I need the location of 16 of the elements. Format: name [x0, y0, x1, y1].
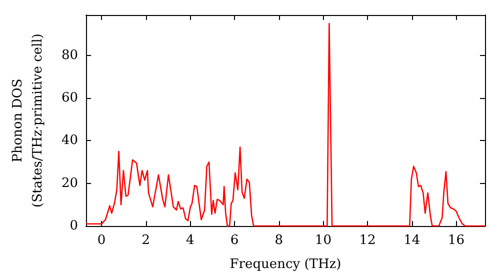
x-tick-label: 4	[186, 233, 194, 248]
x-axis-title: Frequency (THz)	[230, 257, 342, 272]
x-tick-label: 2	[142, 233, 150, 248]
x-tick-label: 6	[230, 233, 239, 248]
x-tick-label: 14	[404, 233, 420, 248]
x-tick-label: 10	[314, 233, 332, 248]
y-tick-label: 0	[70, 218, 78, 234]
y-axis-title: Phonon DOS (States/THz·primitive cell)	[10, 33, 46, 208]
y-tick-label: 80	[61, 48, 78, 63]
x-tick-label: 16	[448, 233, 464, 248]
x-tick-label: 8	[274, 233, 283, 248]
x-tick-label: 0	[97, 233, 106, 248]
y-tick-label: 60	[61, 90, 78, 106]
y-tick-label: 20	[61, 176, 78, 191]
x-tick-label: 12	[359, 233, 376, 248]
y-tick-label: 40	[61, 133, 78, 148]
